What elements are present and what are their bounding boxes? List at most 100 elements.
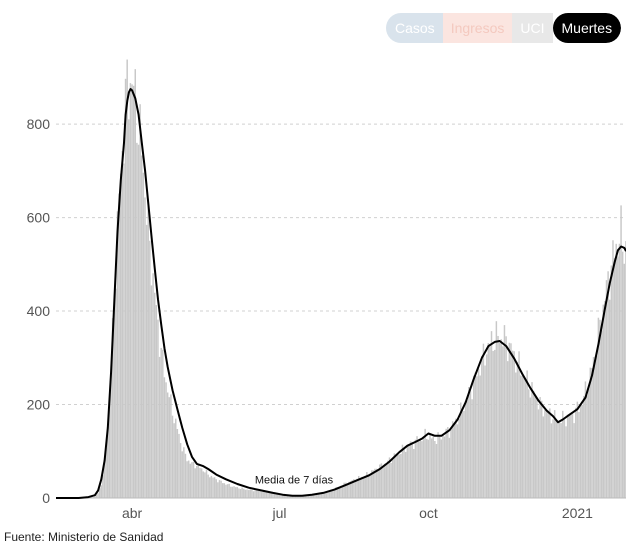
daily-bar <box>617 256 619 498</box>
daily-bar <box>550 423 553 498</box>
tab-muertes[interactable]: Muertes <box>552 13 622 43</box>
daily-bar <box>494 349 496 498</box>
moving-average-line <box>56 88 626 499</box>
daily-bar <box>212 477 214 498</box>
daily-bar <box>175 418 177 498</box>
daily-bar <box>277 493 279 498</box>
daily-bar <box>450 428 452 498</box>
daily-bar <box>207 474 209 498</box>
daily-bar <box>178 433 180 498</box>
daily-bar <box>466 400 468 498</box>
x-tick-label: 2021 <box>562 505 593 521</box>
daily-bar <box>508 342 511 498</box>
daily-bar <box>354 481 357 498</box>
daily-bar <box>134 69 137 499</box>
daily-bar <box>314 494 316 498</box>
daily-bar <box>537 409 540 498</box>
daily-bar <box>265 492 268 498</box>
daily-bar <box>404 451 407 498</box>
daily-bar <box>615 243 617 498</box>
tab-ingresos[interactable]: Ingresos <box>442 13 513 43</box>
daily-bar <box>255 490 258 498</box>
daily-bar <box>544 409 546 498</box>
daily-bar <box>129 83 132 498</box>
daily-bar <box>621 251 624 498</box>
daily-bar <box>500 339 502 498</box>
daily-bar <box>142 172 145 498</box>
x-tick-label: jul <box>271 505 286 521</box>
daily-bar <box>430 438 433 498</box>
daily-bar <box>246 489 248 498</box>
daily-bar <box>100 485 103 498</box>
daily-bar <box>591 368 593 498</box>
daily-bar <box>323 492 326 498</box>
daily-bar <box>502 346 504 498</box>
daily-bar <box>158 356 161 498</box>
daily-bar <box>121 151 124 498</box>
tab-uci[interactable]: UCI <box>512 13 553 43</box>
daily-bar <box>223 483 226 498</box>
daily-bar <box>464 401 467 498</box>
daily-bar <box>528 389 530 498</box>
daily-bar <box>379 464 381 498</box>
daily-bar <box>225 484 227 498</box>
daily-bar <box>583 395 585 498</box>
daily-bar <box>545 410 548 498</box>
daily-bar <box>252 491 255 498</box>
daily-bar <box>385 463 388 498</box>
line-annotation: Media de 7 días <box>255 474 334 486</box>
daily-bar <box>524 379 527 498</box>
daily-bar <box>565 426 567 498</box>
daily-bar <box>327 491 329 498</box>
daily-bar <box>555 420 558 498</box>
daily-bar <box>487 343 490 498</box>
daily-bar <box>393 453 396 498</box>
daily-bar <box>351 480 353 498</box>
daily-bar <box>536 399 538 498</box>
daily-bar <box>157 319 159 498</box>
daily-bar <box>328 490 331 498</box>
daily-bar <box>489 343 491 498</box>
daily-bar <box>411 441 413 498</box>
daily-bar <box>377 470 379 498</box>
daily-bar <box>289 495 292 498</box>
daily-bar <box>432 436 434 498</box>
daily-bar <box>476 376 478 498</box>
daily-bar <box>268 492 271 498</box>
daily-bar <box>353 479 355 498</box>
daily-bar <box>264 490 266 498</box>
daily-bar <box>298 495 300 498</box>
daily-bar <box>333 489 336 498</box>
daily-bar <box>147 198 149 499</box>
daily-bar <box>392 459 394 498</box>
daily-bar <box>288 495 290 498</box>
daily-bar <box>367 474 370 498</box>
daily-bar <box>406 445 409 498</box>
tab-casos[interactable]: Casos <box>386 13 443 43</box>
daily-bar <box>179 443 182 498</box>
daily-bar <box>259 490 261 498</box>
daily-bar <box>296 495 298 498</box>
daily-bar <box>623 263 626 498</box>
daily-bar <box>597 317 600 498</box>
daily-bar <box>571 413 574 498</box>
daily-bar <box>199 468 201 498</box>
daily-bar <box>254 490 256 498</box>
daily-bar <box>272 492 274 498</box>
daily-bar <box>189 463 192 498</box>
daily-bar <box>108 398 111 498</box>
daily-bar <box>460 402 462 498</box>
daily-bar <box>455 418 457 498</box>
daily-bar <box>210 475 213 498</box>
daily-bar <box>434 441 436 498</box>
daily-bar <box>221 483 224 498</box>
daily-bar <box>422 436 425 498</box>
daily-bar <box>98 488 101 498</box>
daily-bar <box>304 495 307 498</box>
daily-bar <box>469 391 472 498</box>
daily-bar <box>220 480 222 498</box>
daily-bar <box>218 480 221 498</box>
daily-bar <box>515 372 517 498</box>
daily-bar <box>447 427 449 498</box>
daily-bar <box>95 494 98 498</box>
